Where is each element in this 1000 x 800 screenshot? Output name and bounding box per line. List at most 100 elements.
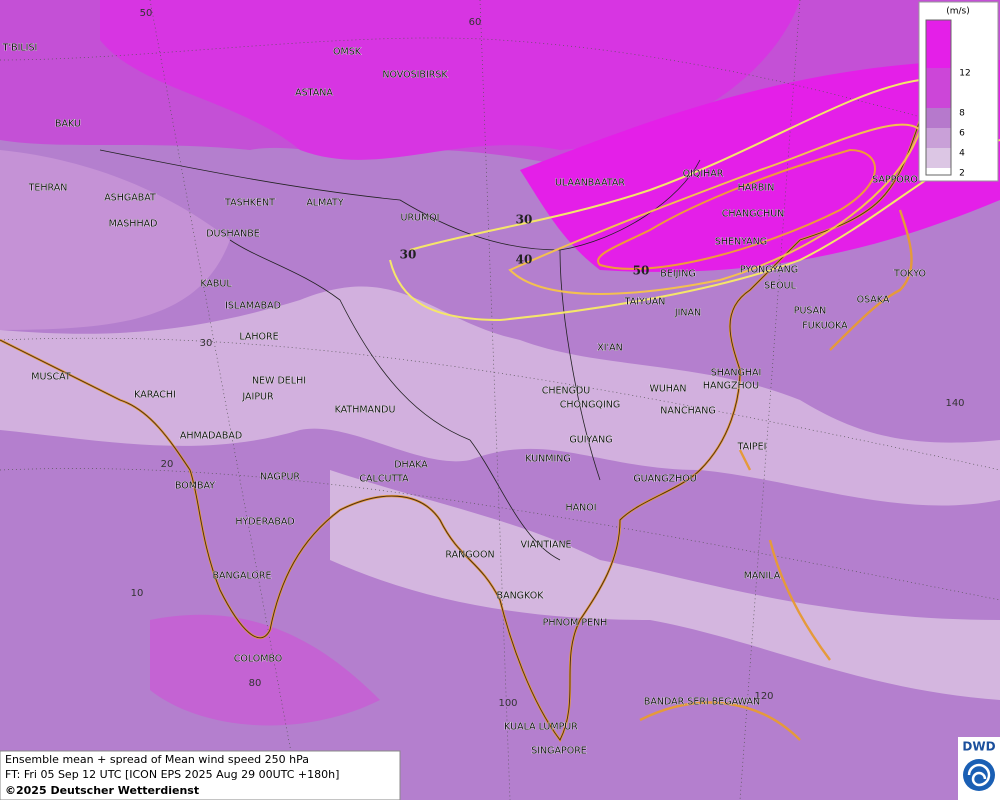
city-label: BAKU — [55, 119, 81, 130]
legend-tick: 12 — [959, 69, 970, 79]
city-label: HANGZHOU — [703, 381, 759, 392]
grid-label: 100 — [498, 698, 517, 709]
city-label: MANILA — [744, 571, 781, 582]
city-label: NANCHANG — [660, 406, 715, 417]
city-label: ASHGABAT — [104, 193, 156, 204]
city-label: PHNOM PENH — [543, 618, 608, 629]
wind-field-low — [0, 150, 230, 330]
legend-swatch — [926, 148, 951, 168]
wind-field-calm-south — [330, 470, 1000, 700]
wind-field-strong — [100, 0, 800, 160]
caption-line: FT: Fri 05 Sep 12 UTC [ICON EPS 2025 Aug… — [5, 768, 339, 781]
city-label: SHANGHAI — [711, 368, 762, 379]
caption-box — [0, 750, 401, 800]
legend: (m/s) 12 8 6 4 2 — [918, 1, 999, 182]
labels: 50 60 30 20 10 80 100 120 140 OMSK NOVOSIBIRSK ASTA… — [1, 8, 964, 757]
city-label: GUIYANG — [569, 435, 612, 446]
city-label: GUANGZHOU — [633, 474, 696, 485]
longitude-line — [149, 0, 801, 800]
contour-50 — [597, 148, 876, 270]
city-label: CHENGDU — [542, 386, 591, 397]
grid-label: 50 — [140, 8, 153, 19]
city-label: JAIPUR — [241, 392, 274, 403]
wind-field-south — [150, 614, 380, 726]
city-label: NAGPUR — [260, 472, 300, 483]
city-label: SEOUL — [764, 281, 796, 292]
wind-field-calm — [0, 286, 1000, 506]
city-label: KUALA LUMPUR — [504, 722, 578, 733]
legend-unit: (m/s) — [946, 7, 970, 17]
city-label: COLOMBO — [234, 654, 283, 665]
coastline — [639, 209, 913, 741]
legend-frame — [925, 19, 952, 176]
city-label: PUSAN — [794, 306, 827, 317]
grid-label: 80 — [249, 678, 262, 689]
city-label: NEW DELHI — [252, 376, 306, 387]
city-label: MUSCAT — [31, 372, 71, 383]
grid-label: 140 — [945, 398, 964, 409]
city-label: ULAANBAATAR — [555, 178, 625, 189]
city-label: TAIYUAN — [624, 297, 666, 308]
city-label: WUHAN — [649, 384, 686, 395]
city-label: URUMQI — [401, 213, 440, 224]
city-label: BANDAR SERI BEGAWAN — [644, 697, 760, 708]
city-label: ASTANA — [295, 88, 333, 99]
city-label: BOMBAY — [175, 481, 215, 492]
legend-tick: 2 — [959, 169, 965, 179]
contour-30 — [389, 79, 1000, 322]
logo-swirl — [967, 763, 991, 787]
city-label: JINAN — [674, 308, 701, 319]
logo-text: DWD — [962, 740, 995, 754]
grid-label: 120 — [754, 691, 773, 702]
contour-label: 30 — [516, 213, 533, 227]
city-label: NOVOSIBIRSK — [382, 70, 448, 81]
coastline — [0, 119, 921, 741]
legend-swatch — [926, 68, 951, 108]
city-label: PYONGYANG — [740, 265, 798, 276]
city-label: CHANGCHUN — [722, 209, 785, 220]
contour-label: 50 — [633, 264, 650, 278]
legend-tick: 8 — [959, 109, 965, 119]
city-label: SHENYANG — [715, 237, 767, 248]
city-label: SAPPORO — [872, 175, 918, 186]
city-label: HANOI — [565, 503, 596, 514]
wind-field-jet — [520, 60, 1000, 272]
grid-label: 60 — [469, 17, 482, 28]
city-label: LAHORE — [239, 332, 278, 343]
logo-icon — [963, 759, 995, 791]
city-label: KATHMANDU — [335, 405, 396, 416]
city-label: DHAKA — [394, 460, 428, 471]
border — [99, 149, 701, 561]
city-label: DUSHANBE — [206, 229, 260, 240]
city-label: TOKYO — [893, 269, 926, 280]
city-label: TASHKENT — [224, 198, 275, 209]
grid-label: 10 — [131, 588, 144, 599]
city-label: ALMATY — [306, 198, 344, 209]
city-label: RANGOON — [445, 550, 494, 561]
city-label: OSAKA — [857, 295, 890, 306]
city-label: VIANTIANE — [520, 540, 571, 551]
city-label: BANGALORE — [212, 571, 271, 582]
city-label: XI'AN — [597, 343, 623, 354]
caption: Ensemble mean + spread of Mean wind spee… — [0, 750, 401, 800]
caption-line: ©2025 Deutscher Wetterdienst — [5, 784, 199, 797]
legend-tick: 4 — [959, 149, 965, 159]
city-label: CALCUTTA — [359, 474, 409, 485]
city-label: T'BILISI — [2, 43, 38, 54]
city-label: KUNMING — [525, 454, 571, 465]
legend-tick: 6 — [959, 129, 965, 139]
city-label: KABUL — [200, 279, 232, 290]
city-label: QIQIHAR — [683, 169, 724, 180]
contour-label: 40 — [516, 253, 533, 267]
grid-label: 20 — [161, 459, 174, 470]
latitude-line — [0, 37, 1000, 141]
logo: DWD — [958, 737, 1000, 800]
city-label: BANGKOK — [497, 591, 545, 602]
city-label: ISLAMABAD — [225, 301, 281, 312]
city-label: MASHHAD — [109, 219, 158, 230]
city-label: BEIJING — [660, 269, 695, 280]
city-label: HYDERABAD — [235, 517, 294, 528]
contour-label: 30 — [400, 248, 417, 262]
city-label: CHONGQING — [560, 400, 620, 411]
